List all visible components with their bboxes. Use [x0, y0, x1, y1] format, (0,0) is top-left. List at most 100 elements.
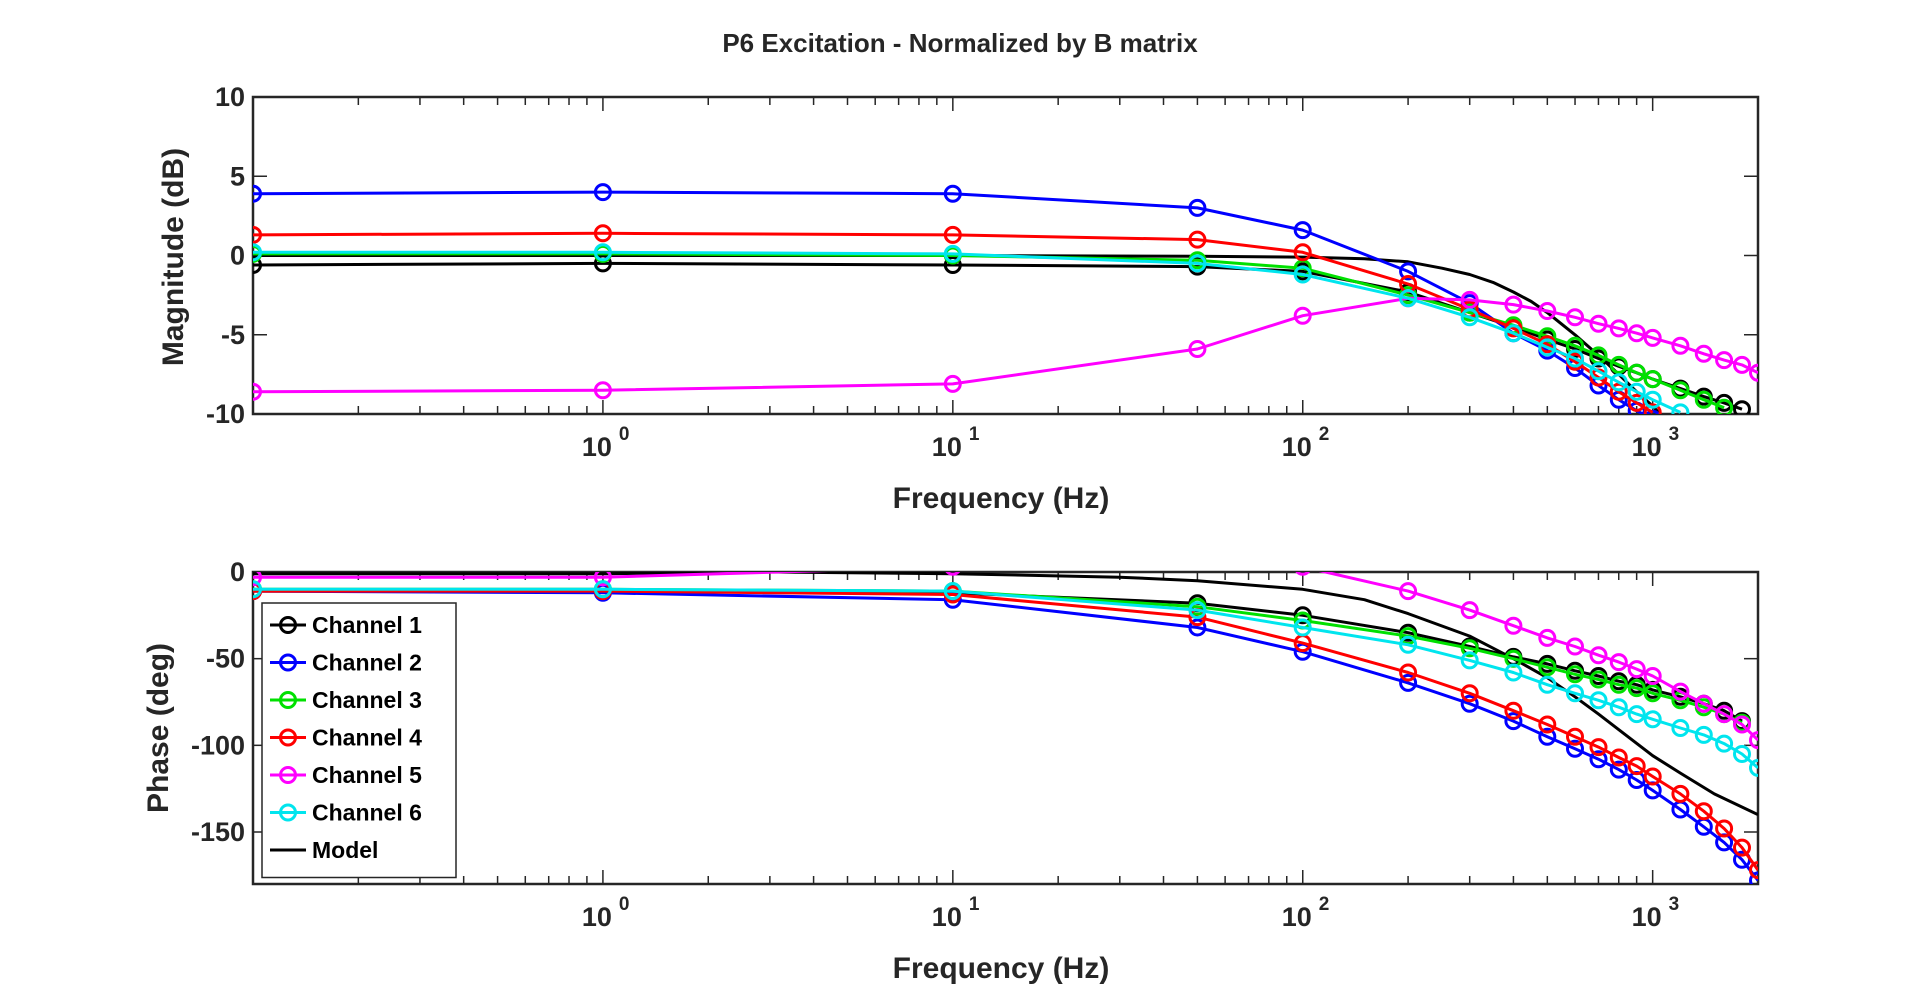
magnitude-point-channel-6 — [1188, 254, 1207, 273]
phase-point-channel-2 — [1566, 739, 1584, 758]
phase-point-channel-2 — [1188, 618, 1207, 637]
magnitude-point-channel-2 — [253, 184, 262, 203]
phase-point-channel-4 — [1627, 757, 1646, 776]
magnitude-x-tick-exponent: 1 — [969, 424, 980, 445]
phase-y-tick-label: -150 — [191, 817, 245, 847]
phase-point-channel-5 — [1504, 616, 1523, 635]
phase-point-channel-6 — [1538, 675, 1557, 694]
phase-point-channel-5 — [253, 572, 262, 587]
phase-point-channel-3 — [1460, 639, 1479, 658]
magnitude-point-channel-6 — [1627, 382, 1646, 401]
legend-item-model: Model — [270, 837, 378, 863]
phase-point-channel-4 — [1566, 727, 1584, 746]
magnitude-point-channel-5 — [1627, 324, 1646, 343]
magnitude-point-channel-5 — [1715, 351, 1734, 370]
phase-point-channel-3 — [1538, 658, 1557, 677]
magnitude-tick-labels: 10 5 0 -5 -10 10 0 10 1 10 2 10 3 — [206, 82, 1679, 462]
phase-point-channel-6 — [1671, 719, 1690, 737]
magnitude-point-channel-2 — [1293, 221, 1312, 240]
phase-point-channel-5 — [1399, 582, 1418, 601]
phase-series-channel-5 — [253, 572, 1758, 750]
magnitude-x-tick-label: 10 — [1282, 432, 1312, 462]
magnitude-point-channel-5 — [1589, 314, 1608, 333]
phase-point-channel-2 — [1538, 727, 1557, 746]
magnitude-plot-area — [253, 183, 1758, 414]
phase-series-channel-6 — [253, 580, 1758, 777]
magnitude-point-channel-5 — [1733, 355, 1751, 374]
phase-point-channel-6 — [1694, 725, 1713, 744]
legend-label: Channel 5 — [312, 762, 422, 788]
legend-swatch-marker — [279, 728, 297, 747]
magnitude-x-tick-exponent: 3 — [1669, 424, 1680, 445]
phase-point-channel-4 — [1733, 838, 1751, 857]
phase-plot-area — [253, 572, 1758, 884]
magnitude-point-channel-2 — [1188, 198, 1207, 217]
phase-x-tick-exponent: 0 — [619, 894, 630, 915]
legend-item-channel-2: Channel 2 — [270, 650, 422, 676]
legend-item-channel-4: Channel 4 — [270, 725, 422, 751]
magnitude-point-channel-6 — [1566, 349, 1584, 368]
phase-point-channel-6 — [1589, 691, 1608, 710]
magnitude-point-channel-6 — [1460, 308, 1479, 327]
magnitude-point-channel-5 — [1694, 344, 1713, 363]
legend-label: Channel 3 — [312, 687, 422, 713]
phase-x-tick-exponent: 2 — [1319, 894, 1330, 915]
phase-point-channel-5 — [1715, 705, 1734, 724]
magnitude-y-tick-label: -5 — [221, 320, 245, 350]
phase-point-channel-5 — [1643, 667, 1662, 685]
phase-point-channel-4 — [1643, 767, 1662, 786]
phase-x-tick-exponent: 1 — [969, 894, 980, 915]
magnitude-line-channel-1 — [253, 261, 1743, 411]
magnitude-series-layer — [253, 183, 1758, 414]
legend-label: Channel 6 — [312, 800, 422, 826]
phase-y-tick-label: -100 — [191, 730, 245, 760]
magnitude-y-tick-label: 5 — [230, 161, 245, 191]
magnitude-point-channel-4 — [1293, 243, 1312, 262]
magnitude-point-channel-2 — [943, 184, 962, 203]
magnitude-point-channel-4 — [1188, 230, 1207, 249]
magnitude-point-channel-6 — [1399, 289, 1418, 308]
magnitude-point-channel-4 — [1609, 382, 1628, 401]
phase-point-channel-4 — [1399, 663, 1418, 682]
legend-swatch-marker — [279, 691, 297, 709]
magnitude-point-channel-5 — [1504, 295, 1523, 314]
chart-title: P6 Excitation - Normalized by B matrix — [722, 28, 1198, 58]
magnitude-point-channel-6 — [1504, 324, 1523, 343]
magnitude-x-axis-label: Frequency (Hz) — [893, 482, 1110, 515]
magnitude-y-axis-label: Magnitude (dB) — [157, 148, 190, 366]
magnitude-point-channel-1 — [253, 256, 262, 274]
phase-line-channel-6 — [253, 587, 1758, 770]
phase-point-channel-5 — [1566, 637, 1584, 656]
phase-axes-box — [251, 570, 1760, 886]
magnitude-y-tick-label: -10 — [206, 399, 245, 429]
phase-line-channel-2 — [253, 589, 1758, 882]
magnitude-point-channel-6 — [1293, 265, 1312, 284]
magnitude-point-channel-2 — [1399, 262, 1418, 281]
phase-point-channel-4 — [1671, 784, 1690, 803]
phase-point-channel-5 — [1733, 715, 1751, 734]
phase-point-channel-5 — [1627, 660, 1646, 679]
phase-x-tick-label: 10 — [1632, 902, 1662, 932]
phase-point-channel-5 — [945, 572, 961, 576]
magnitude-line-channel-5 — [253, 296, 1758, 394]
phase-point-channel-5 — [1589, 646, 1608, 665]
phase-y-axis-label: Phase (deg) — [142, 643, 175, 813]
legend-item-channel-6: Channel 6 — [270, 800, 422, 826]
phase-point-channel-6 — [1715, 734, 1734, 753]
magnitude-point-channel-6 — [943, 244, 962, 263]
legend-item-channel-5: Channel 5 — [270, 762, 422, 788]
magnitude-point-channel-4 — [1643, 403, 1662, 414]
phase-point-channel-6 — [593, 580, 612, 599]
legend-label: Model — [312, 837, 378, 863]
phase-point-channel-4 — [1694, 802, 1713, 821]
magnitude-point-channel-6 — [593, 243, 612, 262]
phase-point-channel-4 — [1749, 861, 1758, 880]
phase-point-channel-2 — [1589, 750, 1608, 769]
magnitude-point-channel-1 — [593, 254, 612, 273]
magnitude-point-channel-6 — [1589, 362, 1608, 381]
magnitude-series-channel-6 — [253, 243, 1690, 414]
phase-point-channel-5 — [1694, 694, 1713, 713]
phase-point-channel-4 — [1460, 684, 1479, 703]
phase-point-channel-6 — [1643, 710, 1662, 729]
phase-point-channel-5 — [1749, 731, 1758, 750]
